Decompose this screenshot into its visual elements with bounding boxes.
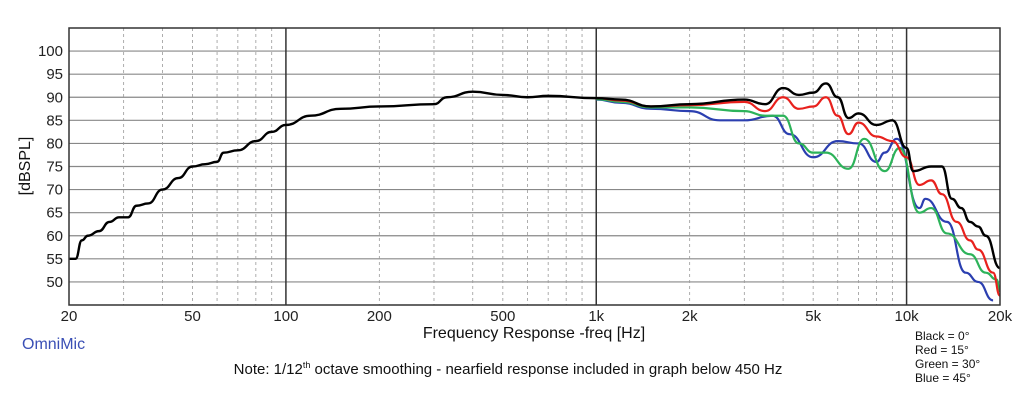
brand-label: OmniMic bbox=[22, 336, 85, 353]
y-tick-label: 70 bbox=[46, 182, 63, 199]
series-line bbox=[68, 82, 1001, 270]
x-tick-label: 5k bbox=[805, 308, 821, 325]
series-line bbox=[596, 97, 1002, 293]
x-tick-label: 200 bbox=[367, 308, 392, 325]
x-tick-label: 2k bbox=[682, 308, 698, 325]
y-tick-label: 85 bbox=[46, 112, 63, 129]
x-tick-label: 50 bbox=[184, 308, 201, 325]
y-tick-label: 60 bbox=[46, 228, 63, 245]
y-tick-labels: 50 55 60 65 70 75 80 85 90 95 100 bbox=[38, 43, 63, 291]
legend-entry: Blue = 45° bbox=[915, 371, 971, 385]
x-tick-label: 20 bbox=[61, 308, 78, 325]
y-tick-label: 80 bbox=[46, 135, 63, 152]
y-tick-label: 55 bbox=[46, 251, 63, 268]
legend-entry: Green = 30° bbox=[915, 357, 980, 371]
x-tick-label: 500 bbox=[490, 308, 515, 325]
series-lines bbox=[68, 82, 1002, 302]
x-tick-labels: 20 50 100 200 500 1k 2k 5k 10k 20k bbox=[61, 308, 1013, 325]
note-text: Note: 1/12th octave smoothing - nearfiel… bbox=[234, 360, 783, 378]
x-axis-label: Frequency Response -freq [Hz] bbox=[423, 325, 645, 342]
y-tick-label: 65 bbox=[46, 205, 63, 222]
y-tick-label: 50 bbox=[46, 274, 63, 291]
legend-entry: Black = 0° bbox=[915, 329, 970, 343]
y-axis-label: [dBSPL] bbox=[17, 137, 34, 196]
x-tick-label: 20k bbox=[988, 308, 1013, 325]
grid bbox=[69, 28, 1000, 305]
x-tick-label: 10k bbox=[894, 308, 919, 325]
y-tick-label: 90 bbox=[46, 89, 63, 106]
legend: Black = 0°Red = 15°Green = 30°Blue = 45° bbox=[915, 329, 980, 385]
series-line bbox=[596, 98, 994, 302]
y-tick-label: 75 bbox=[46, 159, 63, 176]
y-tick-label: 100 bbox=[38, 43, 63, 60]
series-line bbox=[596, 96, 1002, 297]
legend-entry: Red = 15° bbox=[915, 343, 969, 357]
y-tick-label: 95 bbox=[46, 66, 63, 83]
x-tick-label: 100 bbox=[273, 308, 298, 325]
x-tick-label: 1k bbox=[588, 308, 604, 325]
plot-frame bbox=[68, 27, 1001, 306]
